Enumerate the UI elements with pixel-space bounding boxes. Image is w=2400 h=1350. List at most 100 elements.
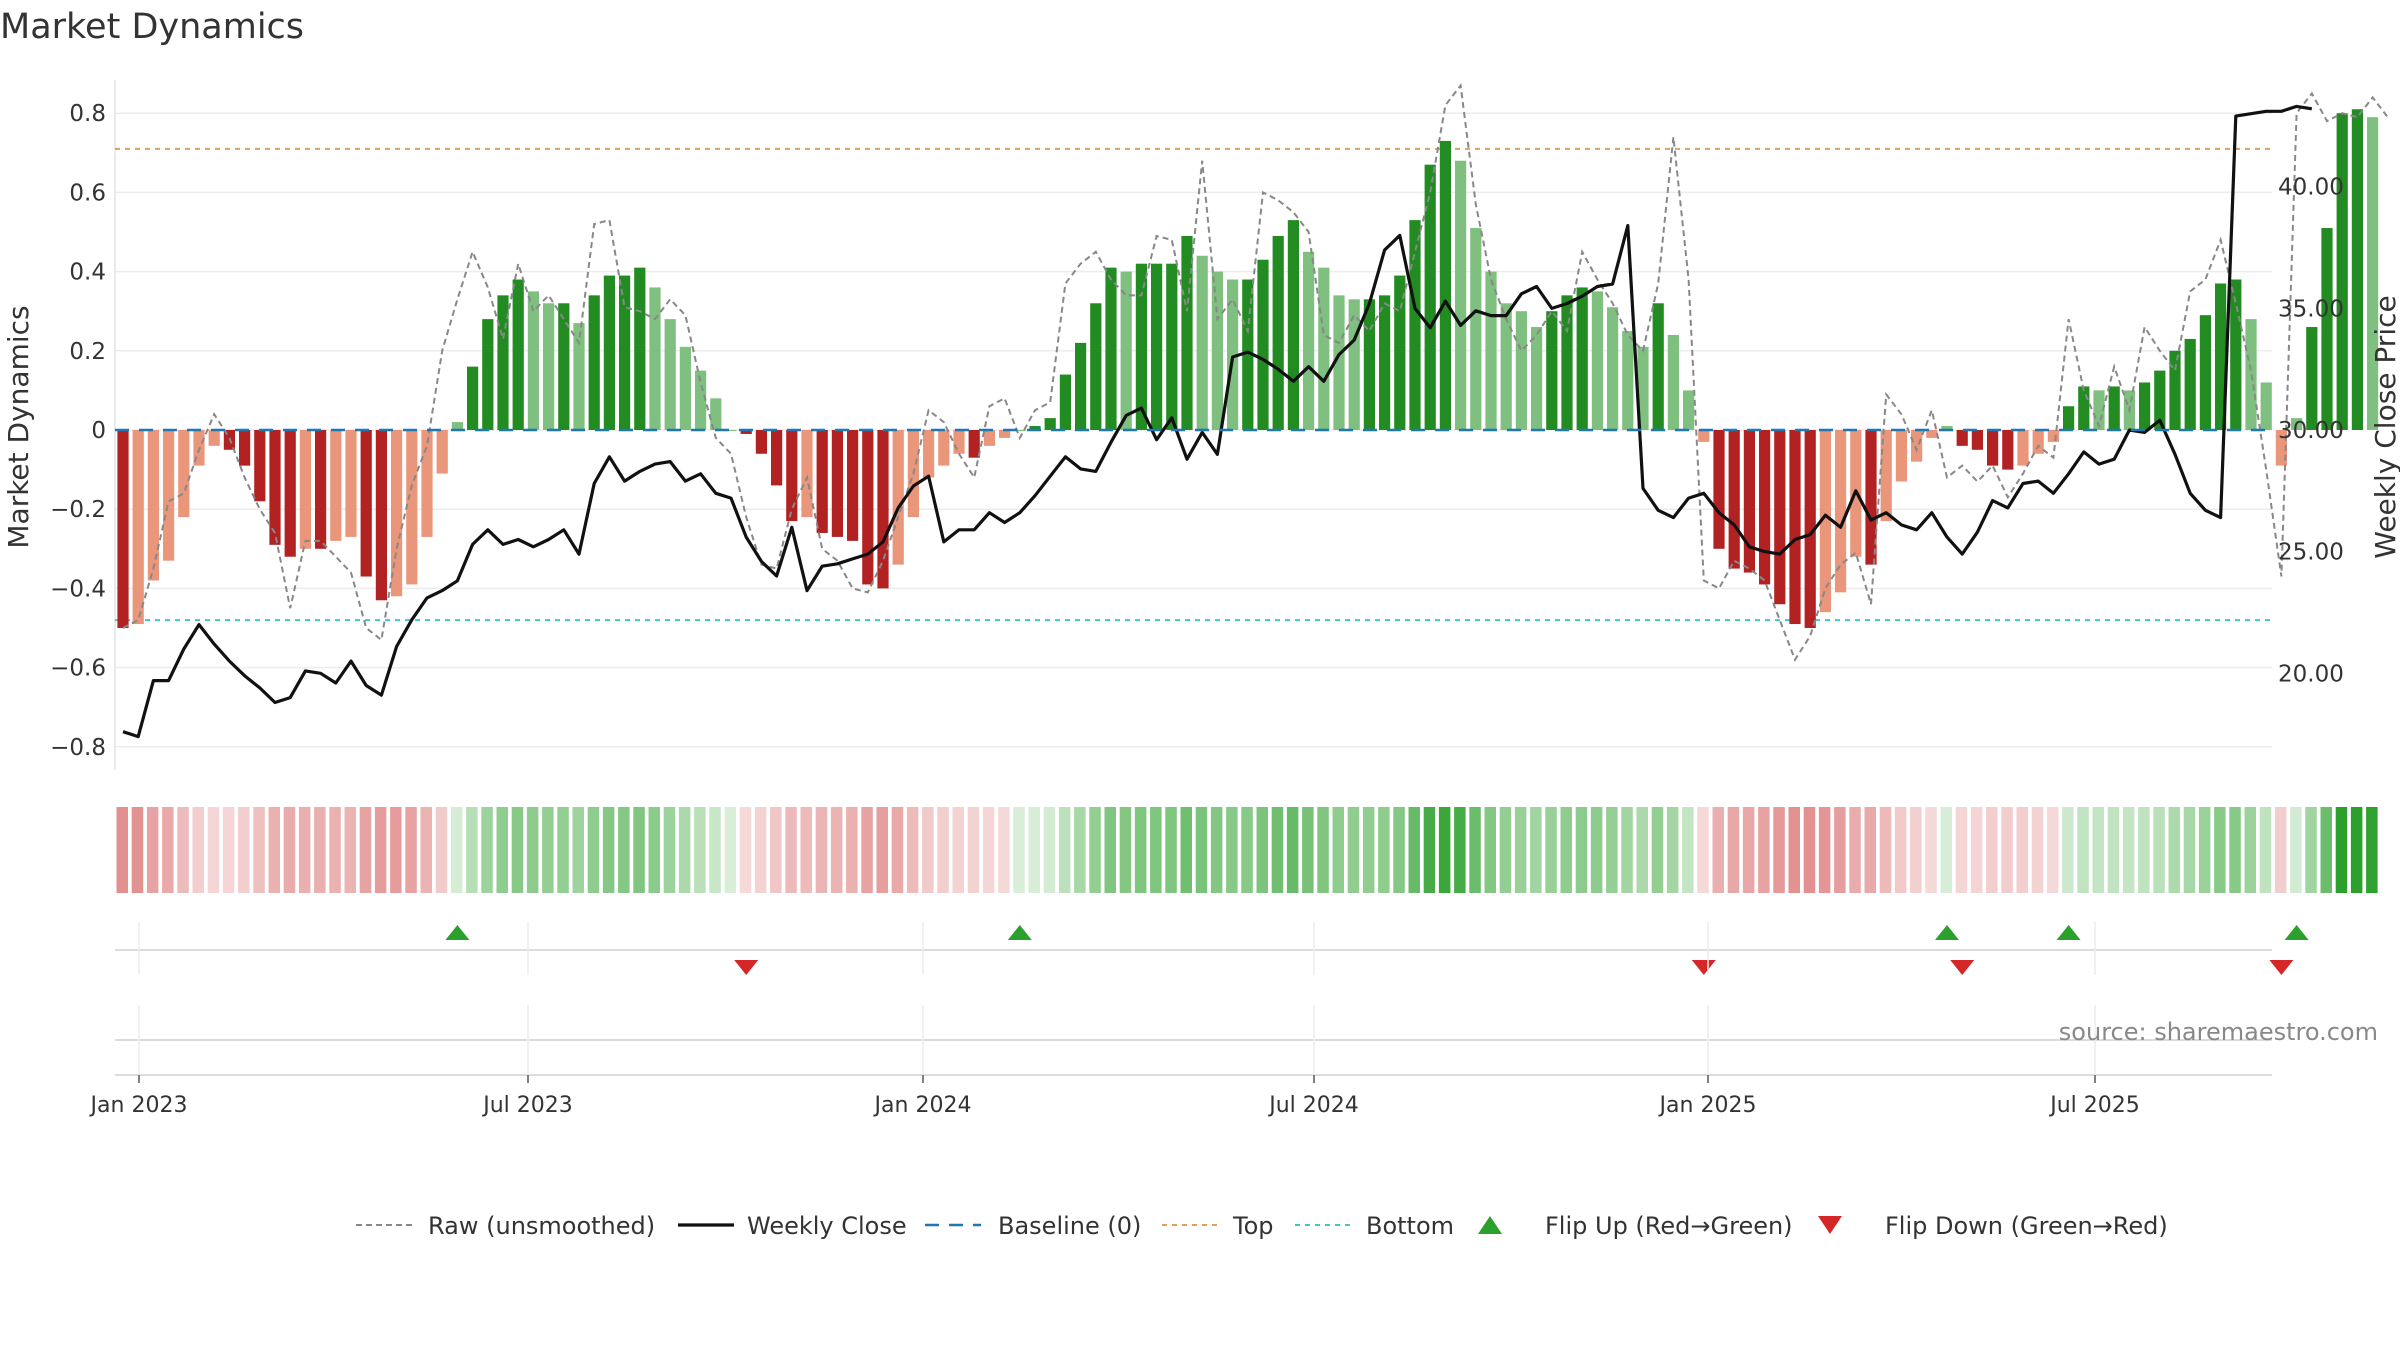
y2-tick-label: 25.00 [2278, 540, 2344, 566]
regime-cell [1332, 807, 1344, 893]
flip-down-marker [1950, 960, 1975, 975]
regime-cell [922, 807, 934, 893]
regime-cell [739, 807, 752, 893]
dynamics-bar [1652, 303, 1664, 430]
regime-cell [2016, 807, 2028, 893]
dynamics-bar [482, 319, 494, 430]
dynamics-bar [2017, 430, 2029, 466]
regime-cell [2077, 807, 2089, 893]
dynamics-bar [1698, 430, 1710, 442]
dynamics-bar [1348, 299, 1360, 430]
flip-down-marker [734, 960, 759, 975]
dynamics-bar [862, 430, 874, 585]
regime-cell [359, 807, 372, 893]
regime-cell [1697, 807, 1709, 893]
regime-cell [1530, 807, 1542, 893]
dynamics-bar [2275, 430, 2287, 466]
dynamics-bar [208, 430, 220, 446]
regime-cell [815, 807, 828, 893]
dynamics-bar [2047, 430, 2059, 442]
regime-cell [937, 807, 949, 893]
dynamics-bar [1576, 287, 1588, 430]
regime-cell [1910, 807, 1922, 893]
regime-cell [982, 807, 995, 893]
regime-cell [1864, 807, 1876, 893]
dynamics-bar [1257, 259, 1269, 430]
regime-cell [1712, 807, 1724, 893]
regime-cell [1362, 807, 1375, 893]
regime-cell [466, 807, 478, 893]
dynamics-bar [2260, 382, 2272, 430]
dynamics-bar [1196, 255, 1208, 430]
dynamics-bar [923, 430, 935, 478]
dynamics-bar [2032, 430, 2044, 454]
dynamics-bar [649, 287, 661, 430]
dynamics-bar [2063, 406, 2075, 430]
regime-cell [1773, 807, 1785, 893]
y-axis-title: Market Dynamics [2, 305, 35, 548]
dynamics-bar [117, 430, 129, 628]
dynamics-bar [1531, 327, 1543, 430]
dynamics-bar [755, 430, 767, 454]
dynamics-bars [117, 109, 2379, 628]
regime-cell [2046, 807, 2059, 893]
dynamics-bar [1470, 228, 1482, 430]
regime-cell [374, 807, 387, 893]
dynamics-bar [588, 295, 600, 430]
regime-cell [1636, 807, 1648, 893]
dynamics-bar [2230, 279, 2242, 430]
dynamics-bar [147, 430, 159, 581]
dynamics-bar [1515, 311, 1527, 430]
dynamics-bar [1895, 430, 1907, 482]
x-tick-label: Jan 2024 [873, 1093, 972, 1118]
regime-cell [1818, 807, 1831, 893]
dynamics-bar [1120, 271, 1132, 430]
dynamics-bar [421, 430, 433, 537]
dynamics-bar [1227, 279, 1239, 430]
dynamics-bar [1379, 295, 1391, 430]
dynamics-bar [1789, 430, 1801, 625]
regime-cell [1423, 807, 1436, 893]
dynamics-bar [375, 430, 387, 601]
dynamics-bar [1743, 430, 1755, 573]
dynamics-bar [1485, 271, 1497, 430]
regime-cell [1180, 807, 1192, 893]
dynamics-bar [1956, 430, 1968, 446]
dynamics-bar [2184, 338, 2196, 430]
regime-cell [1438, 807, 1451, 893]
dynamics-bar [664, 319, 676, 430]
regime-cell [2031, 807, 2044, 893]
flip-down-marker [2269, 960, 2294, 975]
dynamics-bar [1318, 267, 1330, 430]
reference-lines [115, 147, 2272, 622]
dynamics-bar [1987, 430, 1999, 466]
regime-cell [2183, 807, 2196, 893]
dynamics-bar [1683, 390, 1695, 430]
dynamics-bar [1667, 334, 1679, 430]
regime-cell [222, 807, 235, 893]
dynamics-bar [254, 430, 266, 502]
dynamics-bar [330, 430, 342, 541]
regime-cell [2259, 807, 2272, 893]
dynamics-bar [512, 279, 524, 430]
legend-label: Bottom [1366, 1212, 1454, 1240]
grid-lines [114, 80, 2272, 770]
regime-cell [2350, 807, 2363, 893]
regime-cell [131, 807, 144, 893]
dynamics-bar [1926, 430, 1938, 438]
dynamics-bar [603, 275, 615, 430]
regime-cell [1986, 807, 1998, 893]
dynamics-bar [1166, 263, 1178, 430]
regime-cell [2290, 807, 2302, 893]
dynamics-bar [1333, 295, 1345, 430]
dynamics-bar [801, 430, 813, 518]
dynamics-bar [1105, 267, 1117, 430]
dynamics-bar [999, 430, 1011, 438]
regime-cell [2107, 807, 2120, 893]
dynamics-bar [1303, 251, 1315, 430]
dynamics-bar [710, 398, 722, 430]
flip-up-marker [2056, 925, 2081, 940]
y2-tick-label: 35.00 [2278, 296, 2344, 322]
dynamics-bar [527, 291, 539, 430]
